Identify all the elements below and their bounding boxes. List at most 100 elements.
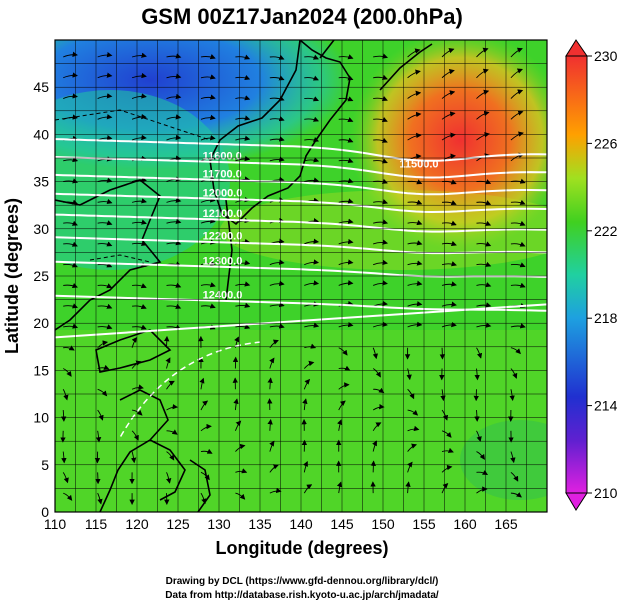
streamline <box>441 321 457 328</box>
streamline <box>131 176 147 183</box>
streamline <box>166 218 182 225</box>
x-tick-label: 160 <box>453 516 477 532</box>
streamline <box>510 492 522 498</box>
streamline <box>199 377 205 390</box>
streamline <box>200 303 216 309</box>
streamline <box>372 280 388 286</box>
streamline <box>97 324 113 330</box>
contour-label: 12400.0 <box>203 289 243 301</box>
colorbar-gradient <box>565 55 588 494</box>
streamline <box>166 429 178 435</box>
streamline <box>269 259 285 266</box>
streamline <box>131 384 144 390</box>
streamline <box>373 137 388 143</box>
streamline <box>407 321 423 328</box>
streamline <box>235 74 251 81</box>
streamline <box>476 302 492 308</box>
streamline <box>166 282 182 288</box>
contour-label: 12000.0 <box>203 187 243 199</box>
streamline <box>407 280 423 286</box>
streamline <box>200 492 207 505</box>
y-tick-label: 40 <box>33 126 49 142</box>
streamline <box>302 460 308 473</box>
streamline <box>166 240 182 246</box>
streamline <box>373 199 388 205</box>
streamline <box>338 238 354 245</box>
plot-area: 11500.0 11600.0 11700.0 12000.0 12100.0 12200… <box>55 40 547 512</box>
colorbar-tick-label: 214 <box>594 398 618 414</box>
streamline <box>510 368 518 379</box>
streamline <box>63 156 79 163</box>
x-tick-label: 120 <box>125 516 149 532</box>
streamline <box>269 116 285 122</box>
streamline <box>63 282 78 288</box>
streamline <box>510 47 523 58</box>
x-tick-label: 130 <box>207 516 231 532</box>
streamline <box>200 400 209 411</box>
streamline <box>235 155 251 162</box>
streamline <box>304 322 320 328</box>
streamline <box>407 443 418 452</box>
streamline <box>441 69 455 79</box>
streamline <box>63 323 79 329</box>
streamline <box>303 360 315 369</box>
streamline <box>510 199 526 205</box>
y-tick-label: 45 <box>33 79 49 95</box>
y-tick-label: 25 <box>33 268 49 284</box>
colorbar: 210 214 218 222 226 230 <box>565 39 618 511</box>
streamline <box>510 451 516 464</box>
streamline <box>200 94 216 100</box>
streamline <box>338 259 354 266</box>
streamline <box>338 382 350 390</box>
streamline <box>200 114 216 120</box>
streamline <box>372 422 382 432</box>
streamline <box>95 430 102 443</box>
streamline <box>233 398 239 411</box>
streamline <box>131 72 147 79</box>
streamline <box>510 110 524 120</box>
streamline <box>304 238 320 245</box>
streamline <box>510 262 526 268</box>
streamline <box>510 131 524 141</box>
streamline <box>97 262 113 268</box>
streamline <box>235 443 246 452</box>
streamline <box>372 259 388 266</box>
contour-label: 11600.0 <box>203 150 242 162</box>
streamline <box>63 241 78 247</box>
streamline <box>336 481 343 494</box>
colorbar-tick-label: 222 <box>594 223 618 239</box>
y-tick-label: 10 <box>33 410 49 426</box>
x-tick-labels: 110 115 120 125 130 135 140 145 150 155 160 165 <box>44 516 518 532</box>
streamline <box>166 380 175 390</box>
streamline <box>407 425 420 432</box>
streamline <box>407 48 421 58</box>
streamline <box>476 282 492 288</box>
streamline <box>338 198 354 204</box>
streamline <box>510 220 526 226</box>
streamline <box>200 197 216 203</box>
streamline <box>302 398 308 411</box>
streamline <box>338 321 354 328</box>
streamline <box>269 280 285 286</box>
streamline <box>61 451 67 464</box>
colorbar-top-triangle <box>565 39 588 57</box>
colorbar-ticks: 210 214 218 222 226 230 <box>587 48 618 501</box>
streamline <box>373 219 389 225</box>
streamline <box>372 321 388 328</box>
streamline <box>373 74 388 80</box>
streamline <box>132 283 147 289</box>
x-tick-label: 140 <box>289 516 313 532</box>
streamline <box>476 241 492 247</box>
streamline <box>166 303 182 309</box>
streamline <box>269 487 282 494</box>
streamline <box>373 53 389 59</box>
streamline <box>269 440 275 452</box>
streamline <box>441 220 457 226</box>
y-tick-labels: 0 5 10 15 20 25 30 35 40 45 <box>33 79 49 520</box>
streamline <box>337 419 343 431</box>
streamline <box>373 239 389 245</box>
streamline <box>166 134 182 141</box>
streamline <box>441 90 456 99</box>
streamline <box>97 283 113 289</box>
streamline <box>441 240 457 246</box>
